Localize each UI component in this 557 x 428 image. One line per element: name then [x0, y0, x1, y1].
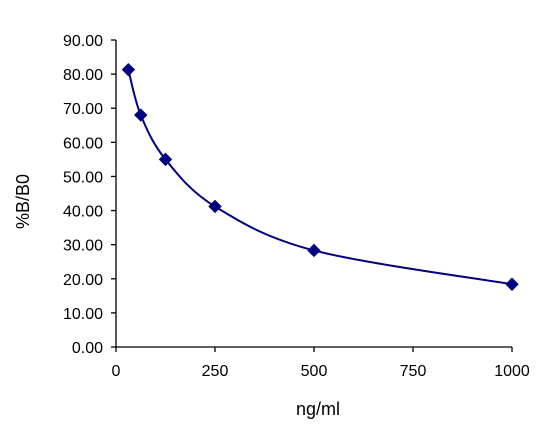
y-tick-label: 20.00 — [63, 272, 103, 289]
y-tick-label: 60.00 — [63, 135, 103, 152]
data-point — [121, 62, 136, 77]
y-tick-label: 90.00 — [63, 33, 103, 50]
y-tick-label: 30.00 — [63, 238, 103, 255]
x-tick-label: 0 — [112, 363, 121, 380]
x-tick-label: 250 — [202, 363, 229, 380]
y-tick-label: 70.00 — [63, 101, 103, 118]
y-axis-title: %B/B0 — [13, 174, 33, 229]
data-point — [505, 277, 519, 291]
series-markers — [121, 62, 519, 291]
y-axis-ticks: 0.00 10.00 20.00 30.00 40.00 50.00 60.00 70.00 8… — [63, 33, 116, 357]
data-point — [208, 199, 222, 214]
x-tick-label: 750 — [400, 363, 427, 380]
x-tick-label: 500 — [301, 363, 328, 380]
y-tick-label: 40.00 — [63, 204, 103, 221]
data-point — [307, 243, 321, 258]
y-tick-label: 0.00 — [72, 340, 103, 357]
y-tick-label: 50.00 — [63, 169, 103, 186]
series-curve — [127, 69, 513, 286]
x-axis-ticks: 0 250 500 750 1000 — [112, 347, 530, 380]
y-tick-label: 80.00 — [63, 67, 103, 84]
data-point — [158, 152, 173, 167]
x-axis-title: ng/ml — [296, 399, 340, 419]
x-tick-label: 1000 — [494, 363, 530, 380]
data-point — [134, 108, 148, 122]
y-tick-label: 10.00 — [63, 306, 103, 323]
